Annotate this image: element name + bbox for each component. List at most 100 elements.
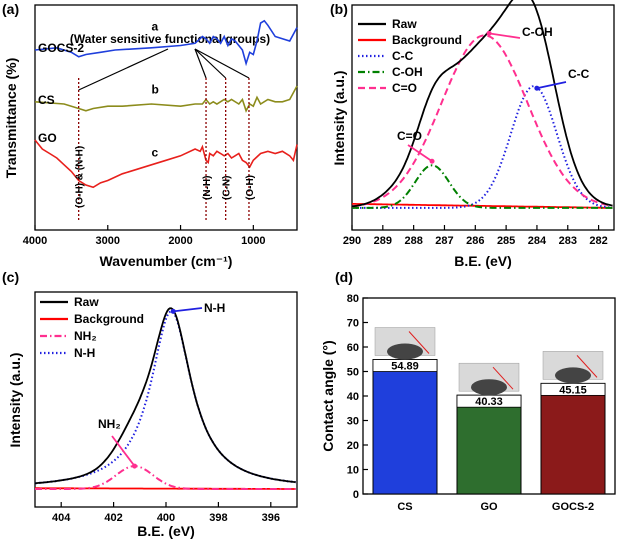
panel-b-peak-arrowhead [534, 85, 540, 91]
panel-c-x-tick-label: 398 [209, 512, 227, 524]
panel-a-series-letter: b [151, 83, 158, 97]
panel-b-x-tick-label: 283 [559, 235, 577, 247]
panel-b-xps-c1s-chart: B.E. (eV) Intensity (a.u.) 290 289 288 287 2… [331, 0, 615, 269]
panel-c-x-tick-label: 400 [157, 512, 175, 524]
panel-d-droplet [471, 379, 507, 396]
panel-b-peak-arrowhead [486, 30, 492, 36]
panel-d-y-tick-label: 50 [347, 367, 359, 379]
panel-c-raw-curve [34, 307, 296, 485]
panel-b-peak-arrow [407, 144, 433, 163]
panel-b-x-tick-label: 288 [404, 235, 422, 247]
panel-d-y-tick-label: 60 [347, 342, 359, 354]
panel-b-legend-label: Background [392, 33, 462, 47]
panel-c-peak-arrowhead [170, 308, 176, 314]
panel-b-raw-curve [351, 0, 613, 208]
panel-a-series-name: GO [38, 131, 57, 145]
panel-c-legend-label: N-H [74, 346, 95, 360]
panel-a-x-tick-label: 3000 [96, 235, 120, 247]
panel-d-value-label: 54.89 [391, 361, 419, 373]
panel-b-x-tick-label: 284 [528, 235, 547, 247]
panel-d-y-tick-label: 70 [347, 318, 359, 330]
panel-c-peak-arrow [111, 435, 136, 467]
panel-b-legend-label: C=O [392, 81, 417, 95]
panel-b-x-tick-label: 286 [466, 235, 484, 247]
panel-c-legend-label: NH₂ [74, 329, 97, 343]
panel-a-series-name: CS [38, 93, 55, 107]
panel-a-band-label: (O-H) & (N-H) [75, 146, 86, 208]
panel-c-x-tick-label: 396 [262, 512, 280, 524]
panel-c-x-tick-label: 404 [52, 512, 71, 524]
panel-a-y-axis-title: Transmittance (%) [3, 58, 19, 179]
panel-d-value-label: 40.33 [475, 396, 503, 408]
panel-b-co-curve [351, 34, 613, 208]
panel-d-y-tick-label: 30 [347, 416, 359, 428]
panel-b-legend-label: C-C [392, 49, 414, 63]
panel-a-top-annotation: (Water sensitive functional groups) [70, 32, 270, 46]
panel-d-y-tick-label: 20 [347, 440, 359, 452]
panel-b-cc-curve [352, 85, 613, 209]
panel-d-y-tick-label: 10 [347, 465, 359, 477]
panel-b-peak-arrow [488, 32, 521, 39]
panel-d-bar-cs [372, 359, 438, 495]
panel-a-arrow [78, 48, 169, 91]
panel-c-legend-label: Raw [74, 295, 99, 309]
panel-b-x-tick-label: 285 [497, 235, 515, 247]
panel-b-frame [351, 4, 615, 231]
panel-d-bar-go [456, 394, 522, 495]
panel-b-x-tick-label: 289 [374, 235, 392, 247]
panel-c-x-axis-title: B.E. (eV) [137, 523, 195, 539]
panel-d-y-tick-label: 40 [347, 391, 359, 403]
panel-c-y-axis-title: Intensity (a.u.) [7, 353, 23, 448]
panel-d-y-tick-label: 0 [353, 489, 359, 501]
panel-b-peak-arrow [536, 81, 567, 90]
panel-a-series-cs [34, 85, 298, 113]
panel-letter-c: (c) [2, 269, 19, 285]
panel-d-bar-gocs-2 [540, 382, 606, 495]
panel-a-x-axis-title: Wavenumber (cm⁻¹) [100, 253, 233, 269]
panel-d-angle-line [576, 355, 598, 378]
panel-a-x-tick-label: 1000 [241, 235, 265, 247]
panel-a-band-label: (C-N) [222, 176, 233, 200]
panel-a-arrow [194, 48, 250, 79]
panel-c-peak-arrowhead [132, 463, 138, 469]
panel-b-y-axis-title: Intensity (a.u.) [331, 71, 347, 166]
panel-d-category-label: GO [480, 501, 498, 513]
panel-a-series-gocs-2 [34, 19, 298, 67]
panel-b-peak-arrowhead [429, 158, 435, 164]
panel-letter-b: (b) [330, 1, 348, 17]
panel-a-x-tick-label: 4000 [23, 235, 47, 247]
panel-b-peak-label: C=O [397, 129, 422, 143]
panel-b-coh-curve [352, 164, 613, 209]
panel-b-x-tick-label: 290 [343, 235, 361, 247]
panel-b-x-tick-label: 287 [435, 235, 453, 247]
panel-a-series-letter: a [151, 20, 158, 34]
panel-a-x-tick-label: 2000 [168, 235, 192, 247]
panel-b-legend-label: Raw [392, 17, 417, 31]
panel-d-y-tick-label: 80 [347, 293, 359, 305]
panel-a-band-label: (O-H) [245, 175, 256, 200]
panel-c-xps-n1s-chart: B.E. (eV) Intensity (a.u.) 404 402 400 398 3… [7, 291, 298, 539]
panel-c-peak-label: N-H [204, 301, 225, 315]
panel-d-angle-line [408, 331, 430, 354]
panel-a-series-letter: c [151, 146, 158, 160]
panel-d-category-label: CS [397, 501, 412, 513]
panel-a-band-label: (N-H) [202, 176, 213, 200]
panel-a-arrow [194, 48, 227, 79]
panel-a-series-go [34, 139, 298, 189]
panel-c-x-tick-label: 402 [104, 512, 122, 524]
panel-d-droplet [387, 343, 423, 360]
panel-a-series-name: GOCS-2 [38, 41, 84, 55]
panel-a-frame [34, 4, 298, 231]
panel-b-peak-label: C-OH [522, 25, 553, 39]
panel-c-legend-label: Background [74, 312, 144, 326]
panel-d-angle-line [492, 366, 514, 390]
panel-letter-a: (a) [2, 1, 19, 17]
panel-d-contact-angle-chart: Contact angle (°) 0 10 20 30 40 50 60 70 80 54.8… [320, 293, 616, 513]
panel-c-peak-arrow [173, 307, 203, 313]
panel-b-x-tick-label: 282 [589, 235, 607, 247]
panel-a-arrow [194, 48, 207, 79]
panel-b-legend-label: C-OH [392, 65, 423, 79]
panel-c-nh2-curve [35, 465, 296, 490]
panel-a-ftir-chart: Wavenumber (cm⁻¹) Transmittance (%) (Wat… [3, 4, 298, 269]
